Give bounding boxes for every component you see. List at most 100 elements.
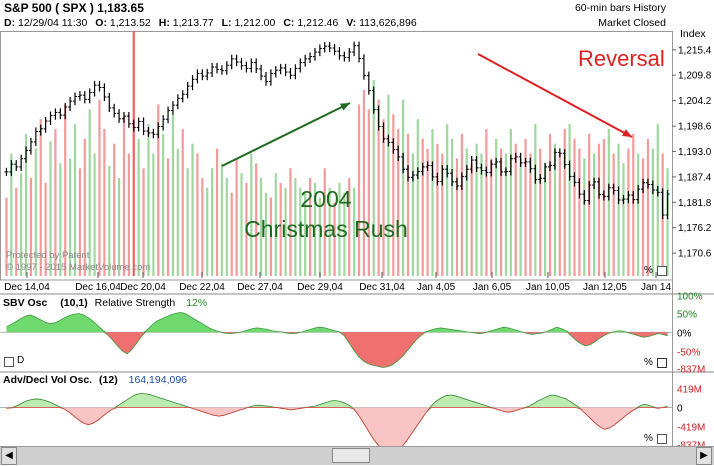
volume-bar [284, 187, 287, 276]
sbv-pct-toggle[interactable]: % [644, 357, 653, 368]
volume-bar [465, 148, 468, 276]
volume-bar [83, 138, 86, 276]
rush-arrow [221, 102, 351, 167]
reversal-arrow-head [622, 129, 632, 137]
volume-bar [504, 153, 508, 276]
christmas-rush-annotation: 2004 Christmas Rush [226, 184, 426, 244]
volume-bar [592, 153, 596, 276]
price-tick-label: 1,176.2 [678, 223, 712, 234]
volume-bar [411, 153, 415, 276]
volume-bar [108, 165, 111, 276]
volume-bar [294, 178, 297, 276]
ohlc-field: D: 12/29/04 11:30 [4, 17, 88, 29]
volume-bar [49, 141, 52, 276]
sbv-title: SBV Osc [3, 297, 48, 309]
price-tick-label: 1,181.8 [678, 198, 712, 209]
volume-bar [274, 173, 277, 276]
volume-bar [215, 148, 219, 276]
price-checkbox[interactable] [657, 266, 667, 276]
volume-bar [470, 163, 473, 276]
volume-bar [597, 143, 601, 276]
volume-bar [39, 119, 42, 276]
sbv-rs-label: Relative Strength [94, 297, 176, 309]
chart-title: S&P 500 ( SPX ) 1,183.65 [4, 1, 144, 15]
x-tick-label: Jan 10,05 [526, 282, 570, 293]
volume-bar [196, 153, 199, 276]
volume-bar [387, 94, 390, 276]
volume-bar [176, 148, 179, 276]
volume-bar [382, 119, 385, 276]
price-tick-label: 1,187.4 [678, 172, 712, 183]
price-tick-label: 1,209.8 [678, 71, 712, 82]
volume-bar [495, 138, 498, 276]
sbv-d-checkbox[interactable] [4, 357, 14, 367]
advdecl-checkbox[interactable] [657, 434, 667, 444]
volume-bar [78, 168, 82, 276]
volume-bar [548, 133, 552, 276]
volume-bar [651, 148, 654, 276]
volume-bar [519, 158, 522, 276]
chart-mode-info: 60-min bars History Market Closed [575, 1, 666, 31]
price-tick-label: 1,204.2 [678, 96, 712, 107]
sbv-d-label: D [17, 355, 25, 366]
volume-bar [338, 182, 341, 276]
volume-bar [588, 133, 591, 276]
volume-bar [113, 143, 116, 276]
advdecl-title: Adv/Decl Vol Osc. [3, 374, 93, 386]
volume-bar [343, 192, 346, 276]
volume-bar [240, 173, 243, 276]
volume-bar [431, 129, 434, 276]
volume-bar [353, 187, 356, 276]
volume-bar [637, 153, 640, 276]
advdecl-neg-line [6, 407, 668, 455]
volume-bar [255, 163, 258, 276]
volume-bar [10, 153, 13, 276]
advdecl-line [6, 393, 668, 455]
advdecl-title-bar: Adv/Decl Vol Osc. (12) 164,194,096 [3, 374, 187, 386]
volume-bar [367, 109, 370, 277]
price-tick-label: 1,170.6 [678, 249, 712, 260]
volume-bar [34, 148, 37, 276]
volume-bar [59, 163, 62, 276]
volume-bar [171, 114, 175, 276]
volume-bar [622, 163, 625, 276]
volume-bar [279, 182, 282, 276]
rush-arrow-head [340, 103, 350, 111]
advdecl-axis-label: 0 [677, 404, 683, 415]
x-tick-label: Dec 27,04 [237, 282, 283, 293]
volume-bar [524, 138, 527, 276]
volume-bar [64, 104, 67, 276]
volume-bar [446, 124, 449, 276]
volume-bar [480, 153, 483, 276]
scroll-right-button[interactable]: ▶ [696, 447, 712, 465]
volume-bar [24, 133, 28, 276]
volume-bar [137, 138, 140, 276]
volume-bar [627, 148, 630, 276]
volume-bar [357, 104, 361, 276]
copyright-notice: Protected by Patent © 1997 - 2015 Market… [6, 250, 150, 274]
sbv-title-bar: SBV Osc (10,1) Relative Strength 12% [3, 297, 207, 309]
volume-bar [69, 158, 72, 276]
scrollbar-thumb[interactable] [332, 448, 370, 463]
sbv-axis-label: 50% [677, 310, 697, 321]
bars-mode-label[interactable]: 60-min bars History [574, 2, 666, 14]
volume-bar [568, 124, 571, 276]
protected-text: Protected by Patent [6, 250, 90, 261]
reversal-annotation: Reversal [578, 46, 665, 71]
sbv-params: (10,1) [60, 297, 88, 309]
ohlc-field: C: 1,212.46 [283, 17, 339, 29]
x-tick-label: Dec 16,04 [75, 282, 121, 293]
volume-bar [235, 158, 238, 276]
advdecl-pct-toggle[interactable]: % [644, 433, 653, 444]
x-tick-label: Jan 4,05 [417, 282, 456, 293]
scroll-left-button[interactable]: ◀ [1, 447, 17, 465]
volume-bar [152, 153, 155, 276]
sbv-checkbox[interactable] [657, 358, 667, 368]
volume-bar [73, 124, 77, 276]
price-pct-toggle[interactable]: % [644, 265, 653, 276]
volume-bar [362, 89, 366, 276]
volume-bar [402, 99, 405, 276]
volume-bar [328, 187, 331, 276]
volume-bar [666, 168, 669, 276]
